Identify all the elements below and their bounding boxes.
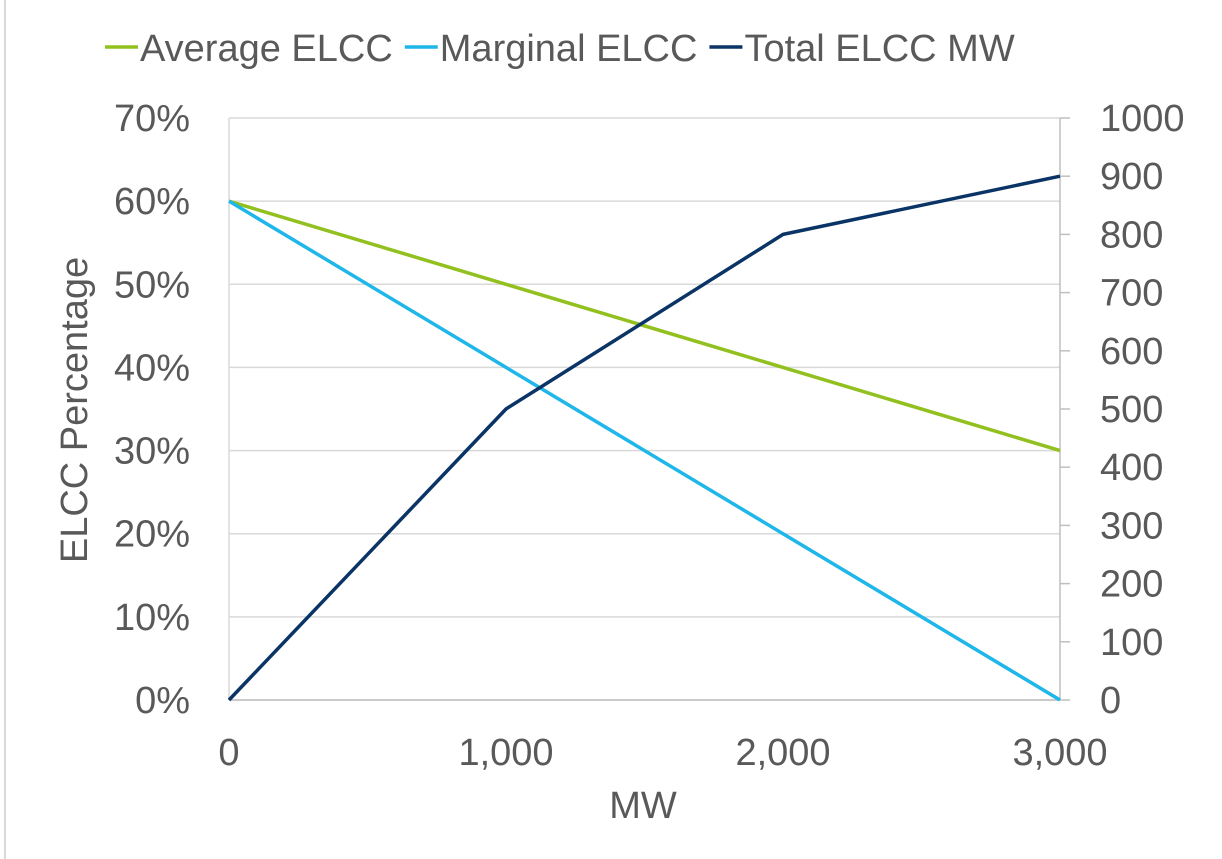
left-tick-label: 60% — [114, 181, 190, 223]
left-tick-label: 30% — [114, 431, 190, 473]
left-tick-label: 20% — [114, 514, 190, 556]
x-tick-label: 2,000 — [735, 732, 830, 774]
x-axis-ticks: 0 1,000 2,000 3,000 — [218, 732, 1107, 774]
axes — [228, 117, 1070, 701]
left-tick-label: 10% — [114, 597, 190, 639]
right-axis-ticks: 0 100 200 300 400 500 600 700 800 900 1000 — [1100, 98, 1185, 722]
right-tick-label: 700 — [1100, 273, 1163, 315]
average-elcc-legend-label: Average ELCC — [140, 28, 393, 70]
average-elcc-line — [228, 199, 1061, 453]
right-tick-label: 800 — [1100, 214, 1163, 256]
right-tick-label: 900 — [1100, 156, 1163, 198]
right-tick-label: 0 — [1100, 680, 1121, 722]
left-tick-label: 70% — [114, 98, 190, 140]
left-tick-label: 0% — [135, 680, 190, 722]
total-elcc-mw-line — [227, 174, 1061, 702]
right-tick-label: 600 — [1100, 331, 1163, 373]
series-lines — [227, 174, 1061, 702]
marginal-elcc-legend-label: Marginal ELCC — [440, 28, 698, 70]
right-tick-label: 100 — [1100, 622, 1163, 664]
total-elcc-mw-legend-label: Total ELCC MW — [744, 28, 1014, 70]
y-axis-title: ELCC Percentage — [54, 257, 96, 563]
right-tick-label: 500 — [1100, 389, 1163, 431]
x-tick-label: 3,000 — [1012, 732, 1107, 774]
x-tick-label: 1,000 — [458, 732, 553, 774]
left-tick-label: 40% — [114, 347, 190, 389]
frame-border-left — [4, 0, 6, 859]
left-axis-ticks: 0% 10% 20% 30% 40% 50% 60% 70% — [114, 98, 190, 722]
right-tick-label: 200 — [1100, 564, 1163, 606]
x-tick-label: 0 — [218, 732, 239, 774]
gridlines — [229, 117, 1060, 701]
right-tick-label: 400 — [1100, 447, 1163, 489]
marginal-elcc-line — [228, 199, 1061, 702]
right-tick-label: 1000 — [1100, 98, 1185, 140]
x-axis-title: MW — [609, 785, 677, 827]
right-tick-label: 300 — [1100, 505, 1163, 547]
legend: Average ELCC Marginal ELCC Total ELCC MW — [105, 28, 1015, 70]
left-tick-label: 50% — [114, 264, 190, 306]
